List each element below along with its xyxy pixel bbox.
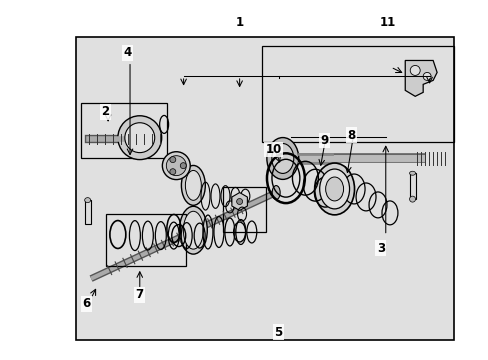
Ellipse shape — [319, 169, 349, 209]
Ellipse shape — [314, 163, 354, 215]
Ellipse shape — [84, 198, 90, 203]
Ellipse shape — [422, 72, 430, 80]
Ellipse shape — [169, 157, 176, 163]
Text: 1: 1 — [235, 16, 243, 29]
Text: 8: 8 — [347, 129, 355, 142]
Ellipse shape — [118, 116, 162, 159]
Bar — [261, 45, 453, 142]
Ellipse shape — [181, 166, 205, 205]
Polygon shape — [231, 193, 247, 211]
Bar — [409, 173, 415, 199]
Text: 7: 7 — [136, 288, 143, 301]
Text: 6: 6 — [82, 297, 90, 310]
Bar — [105, 214, 185, 266]
Ellipse shape — [409, 66, 419, 75]
Ellipse shape — [409, 196, 415, 202]
Text: 9: 9 — [320, 134, 328, 147]
Ellipse shape — [271, 144, 293, 174]
Ellipse shape — [272, 185, 280, 199]
Ellipse shape — [409, 171, 415, 175]
Ellipse shape — [162, 152, 190, 180]
Ellipse shape — [169, 169, 176, 175]
Ellipse shape — [185, 170, 201, 200]
Ellipse shape — [179, 206, 207, 254]
Polygon shape — [405, 60, 436, 96]
Ellipse shape — [166, 156, 186, 176]
Text: 11: 11 — [379, 16, 395, 29]
Text: 10: 10 — [265, 143, 281, 156]
Ellipse shape — [183, 211, 203, 249]
Text: 4: 4 — [123, 46, 131, 59]
Bar — [81, 103, 166, 158]
Ellipse shape — [180, 163, 186, 168]
Ellipse shape — [124, 123, 154, 153]
Text: 3: 3 — [376, 242, 384, 255]
Ellipse shape — [283, 144, 297, 174]
Ellipse shape — [236, 198, 242, 204]
Text: 2: 2 — [102, 105, 109, 118]
Bar — [84, 200, 90, 224]
Ellipse shape — [325, 177, 343, 201]
Bar — [222, 187, 266, 232]
Bar — [76, 37, 453, 339]
Text: 5: 5 — [274, 326, 282, 339]
Ellipse shape — [266, 138, 298, 179]
